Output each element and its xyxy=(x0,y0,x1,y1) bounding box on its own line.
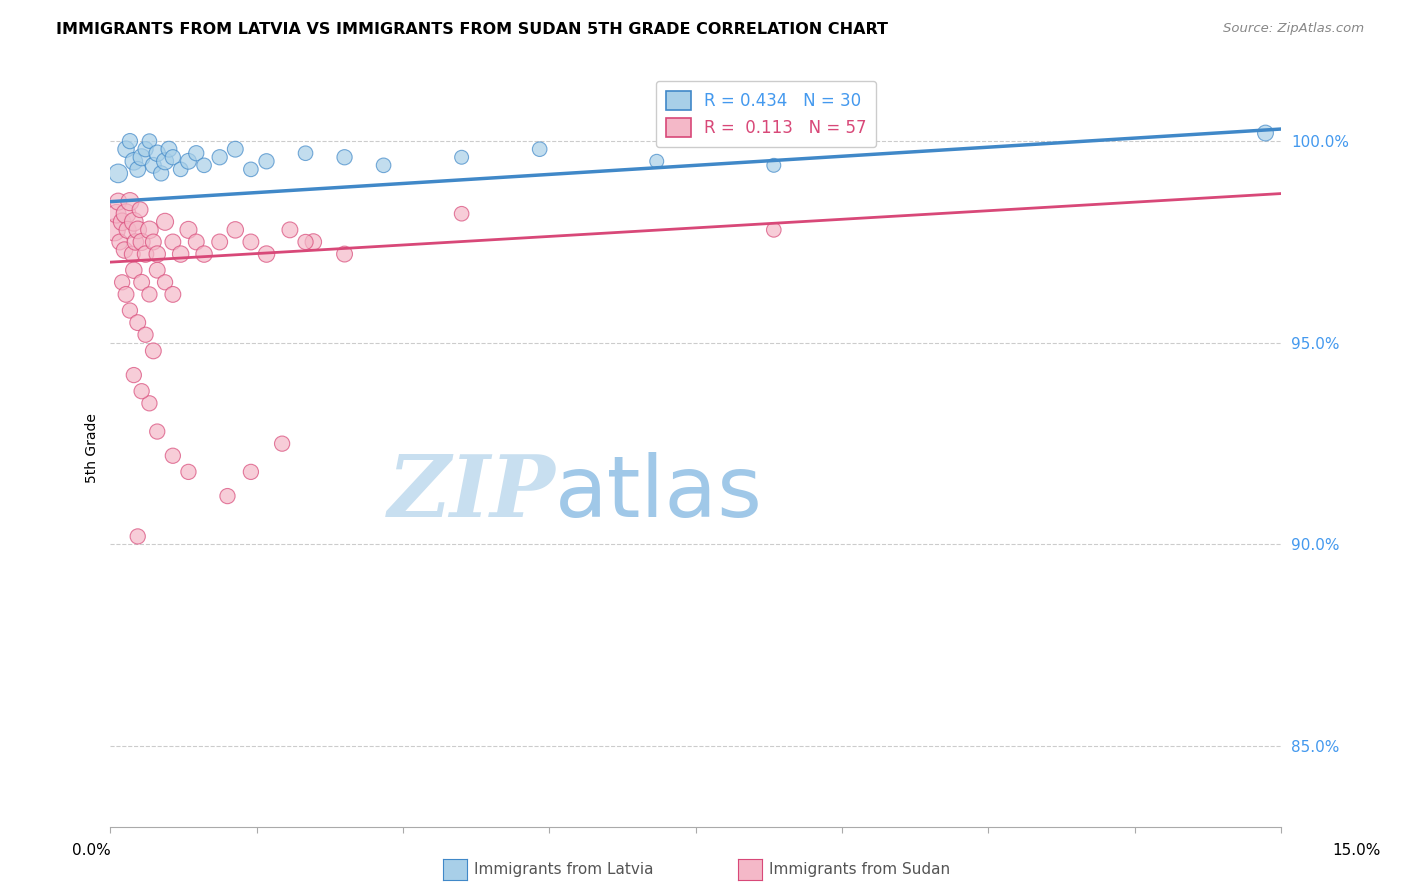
Point xyxy=(142,158,165,172)
Point xyxy=(127,316,149,330)
Legend: R = 0.434   N = 30, R =  0.113   N = 57: R = 0.434 N = 30, R = 0.113 N = 57 xyxy=(655,80,876,147)
Point xyxy=(121,247,143,261)
Point xyxy=(1254,126,1277,140)
Point xyxy=(142,235,165,249)
Point xyxy=(162,287,184,301)
Point xyxy=(762,158,785,172)
Point xyxy=(122,154,145,169)
Point xyxy=(294,235,316,249)
Text: Immigrants from Sudan: Immigrants from Sudan xyxy=(769,863,950,877)
Point xyxy=(127,223,149,237)
Text: ZIP: ZIP xyxy=(388,451,555,535)
Point xyxy=(103,223,125,237)
Point xyxy=(645,154,668,169)
Point xyxy=(373,158,395,172)
Text: IMMIGRANTS FROM LATVIA VS IMMIGRANTS FROM SUDAN 5TH GRADE CORRELATION CHART: IMMIGRANTS FROM LATVIA VS IMMIGRANTS FRO… xyxy=(56,22,889,37)
Point xyxy=(177,223,200,237)
Point xyxy=(135,142,157,156)
Point xyxy=(107,194,129,209)
Point xyxy=(107,166,129,180)
Point xyxy=(127,529,149,543)
Point xyxy=(117,223,139,237)
Y-axis label: 5th Grade: 5th Grade xyxy=(86,413,100,483)
Point xyxy=(186,235,208,249)
Point xyxy=(193,247,215,261)
Point xyxy=(118,194,141,209)
Point xyxy=(108,235,131,249)
Point xyxy=(146,425,169,439)
Point xyxy=(131,235,153,249)
Point xyxy=(208,150,231,164)
Point xyxy=(146,263,169,277)
Point xyxy=(162,150,184,164)
Point xyxy=(138,287,160,301)
Point xyxy=(114,243,136,257)
Text: Immigrants from Latvia: Immigrants from Latvia xyxy=(474,863,654,877)
Point xyxy=(186,146,208,161)
Point xyxy=(169,247,191,261)
Point xyxy=(122,215,145,229)
Point xyxy=(450,207,472,221)
Point xyxy=(118,303,141,318)
Point xyxy=(111,215,134,229)
Point xyxy=(256,154,278,169)
Point xyxy=(239,162,262,177)
Point xyxy=(111,275,134,289)
Point xyxy=(146,146,169,161)
Point xyxy=(124,235,146,249)
Point xyxy=(169,162,191,177)
Point xyxy=(135,247,157,261)
Point xyxy=(142,343,165,358)
Point xyxy=(278,223,301,237)
Point xyxy=(224,142,246,156)
Point xyxy=(162,449,184,463)
Point xyxy=(157,142,180,156)
Text: atlas: atlas xyxy=(555,451,763,534)
Point xyxy=(302,235,325,249)
Point xyxy=(131,384,153,399)
Point xyxy=(450,150,472,164)
Point xyxy=(122,263,145,277)
Point xyxy=(762,223,785,237)
Point xyxy=(138,223,160,237)
Point xyxy=(127,162,149,177)
Point xyxy=(122,368,145,382)
Point xyxy=(131,150,153,164)
Point xyxy=(162,235,184,249)
Point xyxy=(177,154,200,169)
Text: 0.0%: 0.0% xyxy=(72,843,111,858)
Point xyxy=(115,207,138,221)
Point xyxy=(118,134,141,148)
Point xyxy=(146,247,169,261)
Point xyxy=(271,436,294,450)
Point xyxy=(333,150,356,164)
Point xyxy=(115,287,138,301)
Text: Source: ZipAtlas.com: Source: ZipAtlas.com xyxy=(1223,22,1364,36)
Point xyxy=(105,207,128,221)
Point xyxy=(177,465,200,479)
Point xyxy=(153,215,176,229)
Point xyxy=(193,158,215,172)
Point xyxy=(138,396,160,410)
Point xyxy=(217,489,239,503)
Point xyxy=(239,235,262,249)
Point xyxy=(131,275,153,289)
Point xyxy=(208,235,231,249)
Point xyxy=(153,154,176,169)
Point xyxy=(153,275,176,289)
Point xyxy=(129,202,152,217)
Point xyxy=(138,134,160,148)
Text: 15.0%: 15.0% xyxy=(1333,843,1381,858)
Point xyxy=(150,166,173,180)
Point xyxy=(115,142,138,156)
Point xyxy=(239,465,262,479)
Point xyxy=(135,327,157,342)
Point xyxy=(256,247,278,261)
Point xyxy=(294,146,316,161)
Point xyxy=(333,247,356,261)
Point xyxy=(224,223,246,237)
Point xyxy=(529,142,551,156)
